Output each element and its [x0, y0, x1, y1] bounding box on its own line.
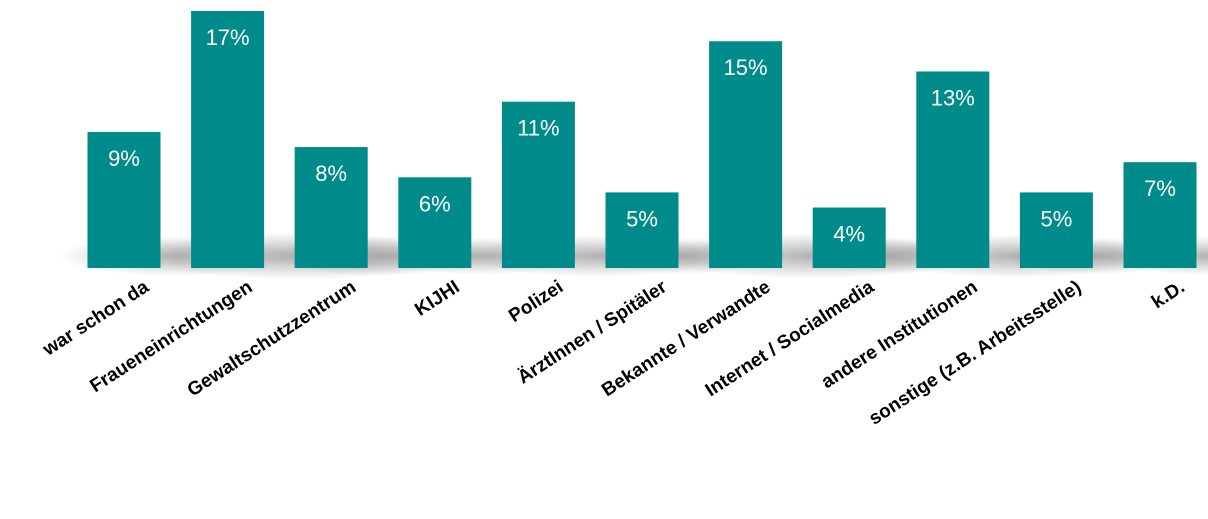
bar-8 — [916, 71, 990, 269]
value-label-2: 8% — [315, 161, 347, 186]
bar-5 — [605, 192, 679, 268]
value-label-1: 17% — [206, 25, 250, 50]
bar-7 — [812, 207, 886, 268]
bar-3 — [398, 177, 472, 268]
bar-0 — [87, 131, 161, 268]
bars-group — [87, 11, 1197, 269]
value-label-10: 7% — [1144, 176, 1176, 201]
value-label-3: 6% — [419, 191, 451, 216]
category-label-4: Polizei — [505, 277, 567, 327]
value-label-6: 15% — [724, 55, 768, 80]
value-label-5: 5% — [626, 206, 658, 231]
value-labels-group: 9% 17% 8% 6% 11% 5% 15% 4% 13% 5% 7% — [108, 25, 1176, 247]
bar-1 — [191, 11, 265, 268]
category-label-2: Gewaltschutzzentrum — [184, 277, 360, 402]
category-label-9: sonstige (z.B. Arbeitsstelle) — [865, 277, 1085, 430]
category-label-10: k.D. — [1148, 277, 1189, 314]
bar-6 — [709, 41, 783, 269]
bar-4 — [501, 101, 575, 269]
value-label-0: 9% — [108, 146, 140, 171]
bar-10 — [1123, 162, 1197, 268]
bar-9 — [1019, 192, 1093, 268]
category-label-3: KIJHI — [411, 277, 463, 321]
value-label-4: 11% — [517, 116, 559, 141]
value-label-8: 13% — [931, 85, 975, 110]
category-label-6: Bekannte / Verwandte — [598, 277, 774, 402]
category-label-7: Internet / Socialmedia — [702, 276, 879, 401]
value-label-9: 5% — [1041, 206, 1073, 231]
bar-2 — [294, 147, 368, 268]
category-labels-group: war schon daFraueneinrichtungenGewaltsch… — [39, 276, 1189, 429]
value-label-7: 4% — [833, 222, 865, 247]
